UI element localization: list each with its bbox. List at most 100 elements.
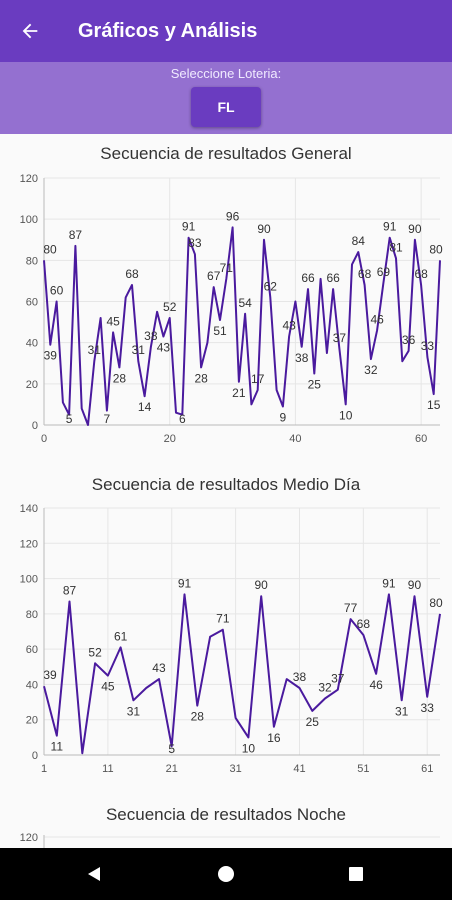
app-bar: Gráficos y Análisis [0,0,452,62]
general-data-label: 28 [113,371,127,385]
general-data-label: 54 [238,296,252,310]
general-data-label: 87 [69,228,83,242]
medio-dia-x-tick-label: 51 [357,763,369,775]
medio-dia-x-tick-label: 21 [166,763,178,775]
medio-dia-y-tick-label: 0 [32,750,38,762]
medio-dia-data-label: 90 [254,578,268,592]
medio-dia-data-label: 46 [369,678,383,692]
general-x-tick-label: 20 [164,433,176,445]
nav-recents-button[interactable] [340,858,372,890]
general-data-label: 83 [188,236,202,250]
general-data-label: 46 [370,312,384,326]
nav-home-button[interactable] [210,858,242,890]
back-button[interactable] [0,0,60,62]
general-data-label: 80 [429,242,443,256]
general-data-label: 25 [308,378,322,392]
charts-scroll-area[interactable]: Secuencia de resultados General 0 20 40 60 8… [0,134,452,848]
general-data-label: 91 [383,220,397,234]
medio-dia-data-label: 10 [242,741,256,755]
general-data-label: 9 [280,410,287,424]
general-data-label: 68 [358,267,372,281]
general-data-label: 32 [364,363,378,377]
general-x-tick-label: 40 [289,433,301,445]
general-data-label: 90 [257,222,271,236]
general-data-label: 6 [179,412,186,426]
general-data-label: 10 [339,408,353,422]
medio-dia-data-label: 52 [88,645,102,659]
medio-dia-data-label: 39 [43,668,57,682]
medio-dia-data-label: 71 [216,612,230,626]
medio-dia-data-label: 25 [306,715,320,729]
general-data-label: 17 [251,372,265,386]
nav-home-icon [218,866,234,882]
general-data-label: 66 [326,271,340,285]
general-y-tick-label: 100 [20,214,38,226]
general-data-label: 7 [104,412,111,426]
chart-title-medio-dia: Secuencia de resultados Medio Día [91,475,361,494]
medio-dia-x-tick-label: 11 [102,763,113,775]
general-data-label: 5 [66,412,73,426]
medio-dia-data-label: 38 [293,670,307,684]
medio-dia-data-label: 37 [331,672,345,686]
arrow-back-icon [22,23,38,39]
general-data-label: 90 [408,222,422,236]
general-data-label: 71 [220,261,234,275]
medio-dia-data-label: 16 [267,731,281,745]
lottery-selector: Seleccione Loteria: FL [0,62,452,134]
general-data-label: 43 [282,318,296,332]
medio-dia-data-label: 28 [191,710,205,724]
medio-dia-data-label: 33 [421,701,435,715]
general-data-label: 91 [182,220,196,234]
general-data-label: 31 [132,343,146,357]
chart-title-general: Secuencia de resultados General [100,144,352,163]
lottery-select-button[interactable]: FL [191,87,261,127]
medio-dia-data-label: 68 [357,617,371,631]
general-data-label: 28 [194,371,208,385]
medio-dia-data-label: 31 [127,704,141,718]
medio-dia-x-tick-label: 61 [421,763,433,775]
general-data-label: 15 [427,398,441,412]
general-data-label: 33 [421,339,435,353]
general-data-label: 80 [43,242,57,256]
medio-dia-data-label: 43 [152,661,166,675]
general-data-label: 21 [232,386,246,400]
general-data-label: 52 [163,300,177,314]
medio-dia-data-label: 61 [114,629,128,643]
general-data-label: 51 [213,324,227,338]
general-data-label: 31 [88,343,102,357]
medio-dia-series-line [43,593,441,755]
medio-dia-data-label: 91 [178,576,192,590]
general-series-line [43,226,441,426]
general-data-label: 37 [333,331,347,345]
general-data-label: 14 [138,400,152,414]
chart-noche: 120 [20,832,440,848]
general-data-label: 60 [50,284,64,298]
general-data-label: 84 [352,234,366,248]
medio-dia-x-tick-label: 41 [293,763,305,775]
general-data-label: 45 [106,314,120,328]
medio-dia-data-label: 77 [344,601,358,615]
general-data-label: 96 [226,209,240,223]
general-y-tick-label: 120 [20,173,38,185]
medio-dia-data-label: 31 [395,704,409,718]
medio-dia-y-tick-label: 20 [26,715,38,727]
general-y-tick-label: 60 [26,297,38,309]
medio-dia-data-label: 45 [101,680,115,694]
medio-dia-data-label: 91 [382,576,396,590]
medio-dia-y-tick-label: 60 [26,644,38,656]
medio-dia-data-label: 11 [51,740,64,754]
medio-dia-x-tick-label: 31 [229,763,241,775]
medio-dia-y-tick-label: 120 [20,538,38,550]
page-title: Gráficos y Análisis [78,19,258,42]
general-x-tick-label: 0 [41,433,47,445]
nav-back-button[interactable] [78,858,110,890]
medio-dia-data-label: 87 [63,584,77,598]
noche-y-tick-label: 120 [20,832,38,844]
general-data-label: 62 [264,279,278,293]
general-data-label: 68 [414,267,428,281]
chart-title-noche: Secuencia de resultados Noche [105,805,347,824]
general-y-tick-label: 20 [26,379,38,391]
